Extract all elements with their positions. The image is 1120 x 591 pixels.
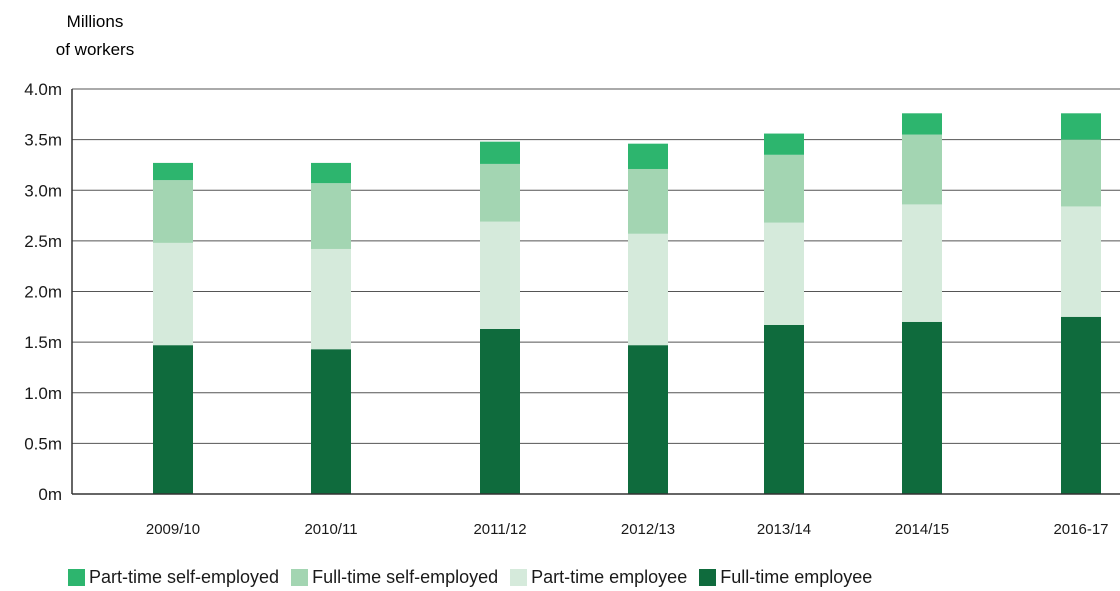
legend-label: Part-time employee <box>531 566 688 587</box>
legend-label: Part-time self-employed <box>89 566 280 587</box>
bar-segment <box>764 154 804 223</box>
y-tick-label: 1.0m <box>24 384 62 403</box>
bar-segment <box>311 162 351 184</box>
bar-stack <box>1061 113 1101 494</box>
legend-item: Part-time self-employed <box>68 567 279 588</box>
legend-item: Part-time employee <box>510 567 687 588</box>
bar-segment <box>764 222 804 325</box>
bar-segment <box>902 204 942 322</box>
bar-segment <box>628 233 668 346</box>
x-tick-label: 2010/11 <box>304 521 357 538</box>
bar-segment <box>311 349 351 494</box>
bar-segment <box>902 134 942 205</box>
bar-segment <box>153 242 193 346</box>
y-tick-label: 3.0m <box>24 181 62 200</box>
legend: Part-time self-employed Full-time self-em… <box>68 566 884 588</box>
bar-segment <box>1061 113 1101 140</box>
x-tick-label: 2013/14 <box>757 521 811 538</box>
y-tick-label: 3.5m <box>24 131 62 150</box>
bar-stack <box>764 133 804 494</box>
bar-segment <box>628 345 668 494</box>
legend-swatch <box>68 568 85 586</box>
y-tick-label: 2.0m <box>24 283 62 302</box>
bar-segment <box>480 328 520 494</box>
y-axis-ticks: 0m 0.5m 1.0m 1.5m 2.0m 2.5m 3.0m 3.5m 4.0m <box>24 80 62 504</box>
bar-stack <box>311 162 351 494</box>
bar-stack <box>480 141 520 494</box>
bar-segment <box>1061 139 1101 207</box>
y-tick-label: 4.0m <box>24 80 62 99</box>
x-tick-label: 2016-17 <box>1053 521 1108 538</box>
bar-segment <box>153 345 193 494</box>
legend-item: Full-time self-employed <box>291 567 498 588</box>
y-axis-title: Millions of workers <box>56 12 134 59</box>
bar-segment <box>764 324 804 494</box>
gridlines <box>72 88 1120 444</box>
bar-segment <box>311 183 351 249</box>
bars <box>153 113 1101 494</box>
y-axis-title-line-1: Millions <box>67 12 124 31</box>
bar-segment <box>480 163 520 222</box>
legend-item: Full-time employee <box>699 567 872 588</box>
bar-segment <box>480 221 520 329</box>
x-tick-label: 2012/13 <box>621 521 675 538</box>
bar-segment <box>1061 206 1101 317</box>
x-axis-ticks: 2009/10 2010/11 2011/12 2012/13 2013/14 2014/… <box>146 521 1109 538</box>
bar-segment <box>628 143 668 169</box>
bar-stack <box>902 113 942 494</box>
legend-label: Full-time self-employed <box>312 566 499 587</box>
bar-segment <box>480 141 520 164</box>
bar-stack <box>628 143 668 494</box>
y-axis-title-line-2: of workers <box>56 40 134 59</box>
bar-segment <box>153 180 193 243</box>
bar-stack <box>153 162 193 494</box>
bar-segment <box>628 168 668 234</box>
bar-segment <box>311 248 351 350</box>
bar-segment <box>1061 316 1101 494</box>
y-tick-label: 0m <box>38 485 62 504</box>
legend-swatch <box>291 568 309 586</box>
x-tick-label: 2009/10 <box>146 521 200 538</box>
y-tick-label: 2.5m <box>24 232 62 251</box>
legend-label: Full-time employee <box>720 566 873 587</box>
y-tick-label: 0.5m <box>24 434 62 453</box>
x-tick-label: 2011/12 <box>473 521 526 538</box>
legend-swatch <box>510 568 528 586</box>
bar-segment <box>902 113 942 135</box>
bar-segment <box>902 321 942 494</box>
bar-segment <box>153 162 193 181</box>
bar-segment <box>764 133 804 155</box>
legend-swatch <box>699 568 717 586</box>
y-tick-label: 1.5m <box>24 333 62 352</box>
x-tick-label: 2014/15 <box>895 521 949 538</box>
